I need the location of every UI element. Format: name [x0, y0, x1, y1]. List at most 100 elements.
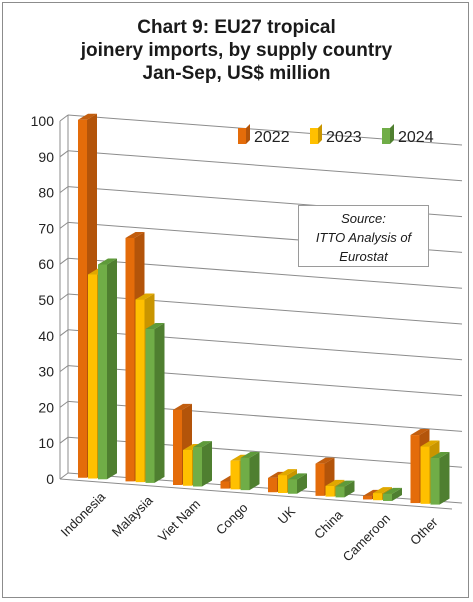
source-note: Source: ITTO Analysis of Eurostat [298, 205, 429, 267]
gridline-depth [59, 365, 69, 373]
x-category-label: Other [407, 514, 441, 548]
bar-2023-cameroon [373, 493, 382, 501]
legend: 2022 2023 2024 [238, 124, 434, 146]
bar-2024-other [430, 458, 440, 505]
bar-2023-uk [278, 475, 287, 493]
bar-side [297, 473, 307, 494]
bar-2023-viet-nam [183, 449, 192, 486]
bar-2023-china [325, 485, 335, 497]
bar-side [344, 480, 355, 498]
bar-2022-uk [268, 477, 277, 493]
bar-top [420, 440, 440, 447]
bar-2024-uk [288, 479, 297, 494]
bar-2022-viet-nam [173, 409, 182, 485]
bar-top [288, 473, 307, 480]
bar-2022-other [410, 435, 420, 504]
bar-top [278, 469, 297, 476]
y-tick-label: 50 [38, 292, 54, 308]
x-category-label: Viet Nam [155, 496, 203, 544]
bar-2023-other [420, 446, 430, 504]
bar-2023-congo [230, 460, 240, 490]
y-tick-label: 80 [38, 185, 54, 201]
bar-top [335, 480, 355, 487]
bar-2024-indonesia [98, 264, 107, 480]
chart-title-line-3: Jan-Sep, US$ million [142, 63, 331, 84]
bar-side [392, 487, 402, 501]
bar-top [373, 487, 392, 494]
bar-side [249, 451, 260, 491]
bar-2022-congo [220, 481, 230, 489]
legend-swatch-2022 [238, 128, 246, 144]
x-category-label: Congo [213, 500, 251, 538]
bar-top [135, 293, 155, 300]
bar-top [325, 479, 345, 486]
x-category-label: Malaysia [109, 492, 156, 539]
legend-swatch-side [318, 124, 322, 144]
gridline-depth [59, 221, 69, 229]
gridline-depth [59, 436, 69, 444]
y-tick-label: 100 [31, 113, 55, 129]
bar-side [439, 452, 450, 505]
gridline-depth [59, 472, 69, 480]
gridline-depth [59, 400, 69, 408]
gridline-depth [59, 329, 69, 337]
bar-top [78, 113, 97, 120]
bar-2022-china [315, 463, 325, 496]
bar-top [193, 441, 212, 448]
y-tick-label: 20 [38, 399, 54, 415]
legend-swatch-2023 [310, 128, 318, 144]
gridline-depth [59, 293, 69, 301]
legend-swatch-side [246, 124, 250, 144]
legend-swatch-side [390, 124, 394, 144]
y-axis-tick-labels: 0 10 20 30 40 50 60 70 80 90 100 [31, 113, 55, 487]
gridline-depth [59, 186, 69, 194]
bar-top [240, 451, 260, 458]
bar-2024-cameroon [383, 493, 392, 501]
bar-2022-indonesia [78, 119, 87, 478]
chart-title: Chart 9: EU27 tropical joinery imports, … [0, 16, 473, 85]
source-line-2: ITTO Analysis of [315, 230, 412, 245]
gridline-depth [59, 150, 69, 158]
bar-2023-malaysia [135, 299, 145, 483]
x-category-label: China [311, 507, 346, 542]
bar-side [154, 322, 165, 483]
bar-top [410, 429, 430, 436]
legend-label-2023: 2023 [326, 129, 362, 146]
bar-2022-malaysia [125, 237, 135, 482]
y-tick-label: 10 [38, 435, 54, 451]
gridline-depth [59, 257, 69, 265]
y-tick-label: 40 [38, 328, 54, 344]
bar-2024-china [335, 486, 345, 498]
bar-top [98, 258, 117, 265]
legend-swatch-2024 [382, 128, 390, 144]
y-tick-label: 30 [38, 364, 54, 380]
gridline [67, 114, 463, 146]
legend-label-2024: 2024 [398, 129, 434, 146]
bar-top [383, 487, 402, 494]
bar-2024-congo [240, 457, 250, 491]
axes [59, 115, 453, 510]
bar-top [430, 452, 450, 459]
chart-title-line-2: joinery imports, by supply country [80, 40, 393, 61]
y-tick-label: 70 [38, 220, 54, 236]
bar-2023-indonesia [88, 274, 97, 479]
gridline-depth [59, 114, 69, 122]
bar-2022-cameroon [363, 495, 372, 500]
legend-label-2022: 2022 [254, 129, 290, 146]
x-axis-line [59, 478, 453, 510]
x-category-label: Cameroon [340, 511, 394, 565]
bar-top [315, 457, 335, 464]
y-tick-label: 0 [46, 471, 54, 487]
bar-side [202, 441, 212, 487]
bar-top [173, 403, 192, 410]
bar-2024-viet-nam [193, 447, 202, 487]
y-tick-label: 90 [38, 149, 54, 165]
source-line-1: Source: [341, 211, 386, 226]
bars [78, 113, 450, 505]
bar-2024-malaysia [145, 328, 155, 483]
x-category-label: Indonesia [58, 489, 109, 540]
bar-side [107, 258, 117, 480]
x-category-label: UK [275, 503, 299, 527]
gridlines [59, 114, 463, 504]
